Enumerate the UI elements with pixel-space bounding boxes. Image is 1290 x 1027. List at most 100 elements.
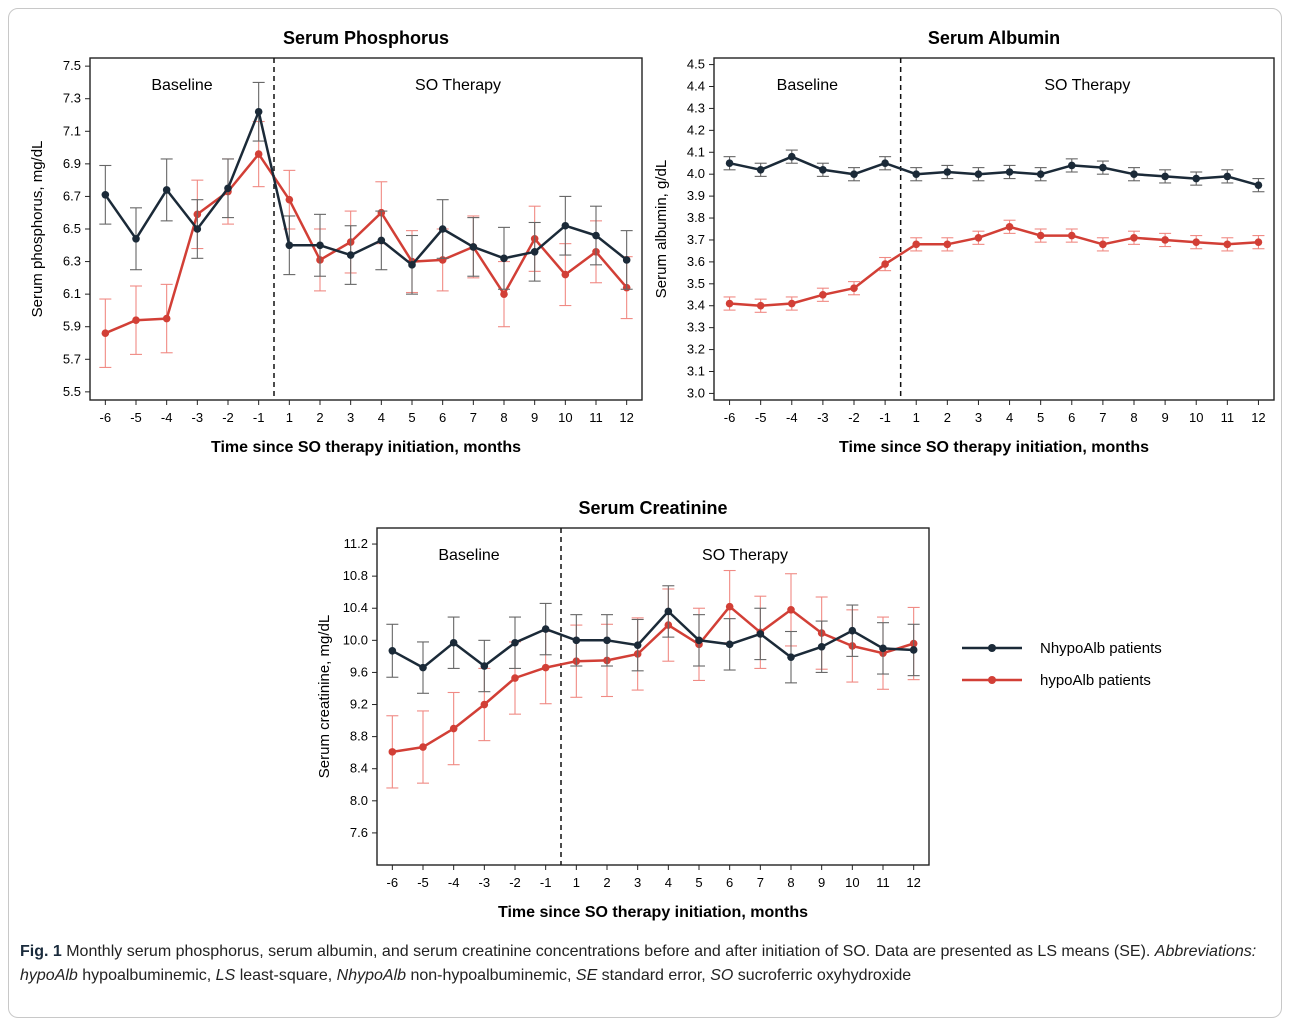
caption-intro: Monthly serum phosphorus, serum albumin,…	[61, 943, 1155, 960]
x-tick-label: -5	[755, 410, 767, 425]
data-point-nhypoalb	[1161, 172, 1169, 181]
x-tick-label: -1	[253, 410, 265, 425]
x-tick-label: 2	[944, 410, 951, 425]
data-point-nhypoalb	[879, 644, 887, 653]
y-tick-label: 10.8	[343, 568, 368, 583]
legend-marker-nhypoalb	[988, 644, 996, 652]
x-tick-label: 6	[1068, 410, 1075, 425]
data-point-nhypoalb	[561, 221, 570, 230]
x-tick-label: 9	[1161, 410, 1168, 425]
y-tick-label: 4.0	[687, 166, 705, 181]
data-point-hypoalb	[132, 316, 140, 325]
x-tick-label: -6	[387, 875, 399, 890]
data-point-nhypoalb	[346, 251, 355, 259]
data-point-nhypoalb	[388, 646, 397, 655]
x-tick-label: 7	[757, 875, 764, 890]
x-tick-label: 1	[286, 410, 293, 425]
caption-abbr-def: sucroferric oxyhydroxide	[733, 967, 912, 984]
x-tick-label: 6	[439, 410, 446, 425]
caption-abbr-heading: Abbreviations:	[1154, 943, 1257, 960]
data-point-nhypoalb	[1067, 161, 1076, 170]
caption-figure-label: Fig. 1	[20, 943, 62, 960]
data-point-nhypoalb	[316, 241, 324, 250]
x-tick-label: 4	[665, 875, 672, 890]
x-axis-title: Time since SO therapy initiation, months	[211, 439, 521, 456]
y-tick-label: 7.6	[350, 825, 368, 840]
x-axis-title: Time since SO therapy initiation, months	[839, 439, 1149, 456]
data-point-nhypoalb	[419, 663, 427, 672]
data-point-nhypoalb	[530, 248, 539, 256]
y-tick-label: 5.7	[63, 351, 81, 366]
x-tick-label: 3	[975, 410, 982, 425]
x-tick-label: -2	[848, 410, 860, 425]
data-point-nhypoalb	[469, 243, 478, 251]
data-point-nhypoalb	[850, 170, 858, 178]
data-point-nhypoalb	[285, 241, 294, 250]
data-point-hypoalb	[449, 724, 458, 733]
y-tick-label: 6.7	[63, 188, 81, 203]
data-point-nhypoalb	[101, 191, 110, 199]
data-point-nhypoalb	[725, 640, 734, 649]
x-tick-label: 11	[589, 410, 603, 425]
legend: NhypoAlb patients hypoAlb patients	[962, 640, 1162, 689]
data-point-nhypoalb	[603, 636, 611, 645]
y-tick-label: 3.9	[687, 188, 705, 203]
data-point-nhypoalb	[1036, 170, 1045, 178]
x-tick-label: -1	[879, 410, 891, 425]
data-point-hypoalb	[756, 301, 765, 310]
y-tick-label: 3.1	[687, 364, 705, 379]
data-point-nhypoalb	[912, 170, 921, 178]
data-point-hypoalb	[500, 290, 508, 298]
x-tick-label: 8	[1130, 410, 1137, 425]
data-point-hypoalb	[819, 290, 827, 299]
data-point-nhypoalb	[881, 159, 889, 168]
data-point-hypoalb	[388, 748, 397, 756]
x-tick-label: -4	[161, 410, 173, 425]
x-tick-label: 6	[726, 875, 733, 890]
x-tick-label: 2	[316, 410, 323, 425]
x-tick-label: 10	[845, 875, 859, 890]
series-line-hypoalb	[729, 225, 1259, 307]
y-tick-label: 4.4	[687, 79, 705, 94]
y-tick-label: 7.5	[63, 58, 81, 73]
data-point-hypoalb	[881, 260, 889, 268]
plot-frame	[376, 527, 930, 866]
x-tick-label: -4	[786, 410, 798, 425]
data-point-nhypoalb	[162, 186, 171, 194]
x-tick-label: 4	[378, 410, 385, 425]
data-point-nhypoalb	[132, 234, 140, 243]
series-line-nhypoalb	[729, 155, 1259, 187]
data-point-nhypoalb	[848, 626, 857, 635]
data-point-hypoalb	[912, 240, 921, 249]
y-axis-title: Serum albumin, g/dL	[653, 160, 670, 298]
x-tick-label: 7	[470, 410, 477, 425]
data-point-hypoalb	[1036, 231, 1045, 240]
y-tick-label: 9.2	[350, 697, 368, 712]
data-point-nhypoalb	[541, 625, 550, 633]
data-point-hypoalb	[1130, 233, 1138, 242]
chart-title: Serum Creatinine	[578, 498, 727, 518]
y-tick-label: 8.8	[350, 729, 368, 744]
data-point-hypoalb	[787, 299, 796, 308]
x-tick-label: 9	[531, 410, 538, 425]
data-point-nhypoalb	[787, 152, 796, 161]
data-point-nhypoalb	[193, 225, 202, 233]
data-point-hypoalb	[419, 743, 427, 751]
legend-label-nhypoalb: NhypoAlb patients	[1040, 640, 1162, 657]
data-point-hypoalb	[1005, 223, 1014, 231]
legend-marker-hypoalb	[988, 676, 996, 684]
x-tick-label: 12	[1251, 410, 1265, 425]
data-point-nhypoalb	[224, 184, 232, 193]
y-tick-label: 7.3	[63, 91, 81, 106]
y-tick-label: 6.9	[63, 156, 81, 171]
data-point-nhypoalb	[756, 166, 765, 174]
data-point-hypoalb	[1254, 238, 1263, 246]
y-tick-label: 4.5	[687, 57, 705, 72]
legend-label-hypoalb: hypoAlb patients	[1040, 672, 1151, 689]
y-tick-label: 11.2	[344, 536, 368, 551]
caption-abbr-term: LS	[215, 967, 236, 984]
data-point-nhypoalb	[438, 225, 447, 233]
baseline-label: Baseline	[438, 547, 499, 564]
serum-creatinine-chart: Serum Creatinine 7.6 8.0 8.4 8.8 9.2 9.6 10.0 10…	[316, 498, 930, 921]
y-tick-label: 4.2	[687, 122, 705, 137]
